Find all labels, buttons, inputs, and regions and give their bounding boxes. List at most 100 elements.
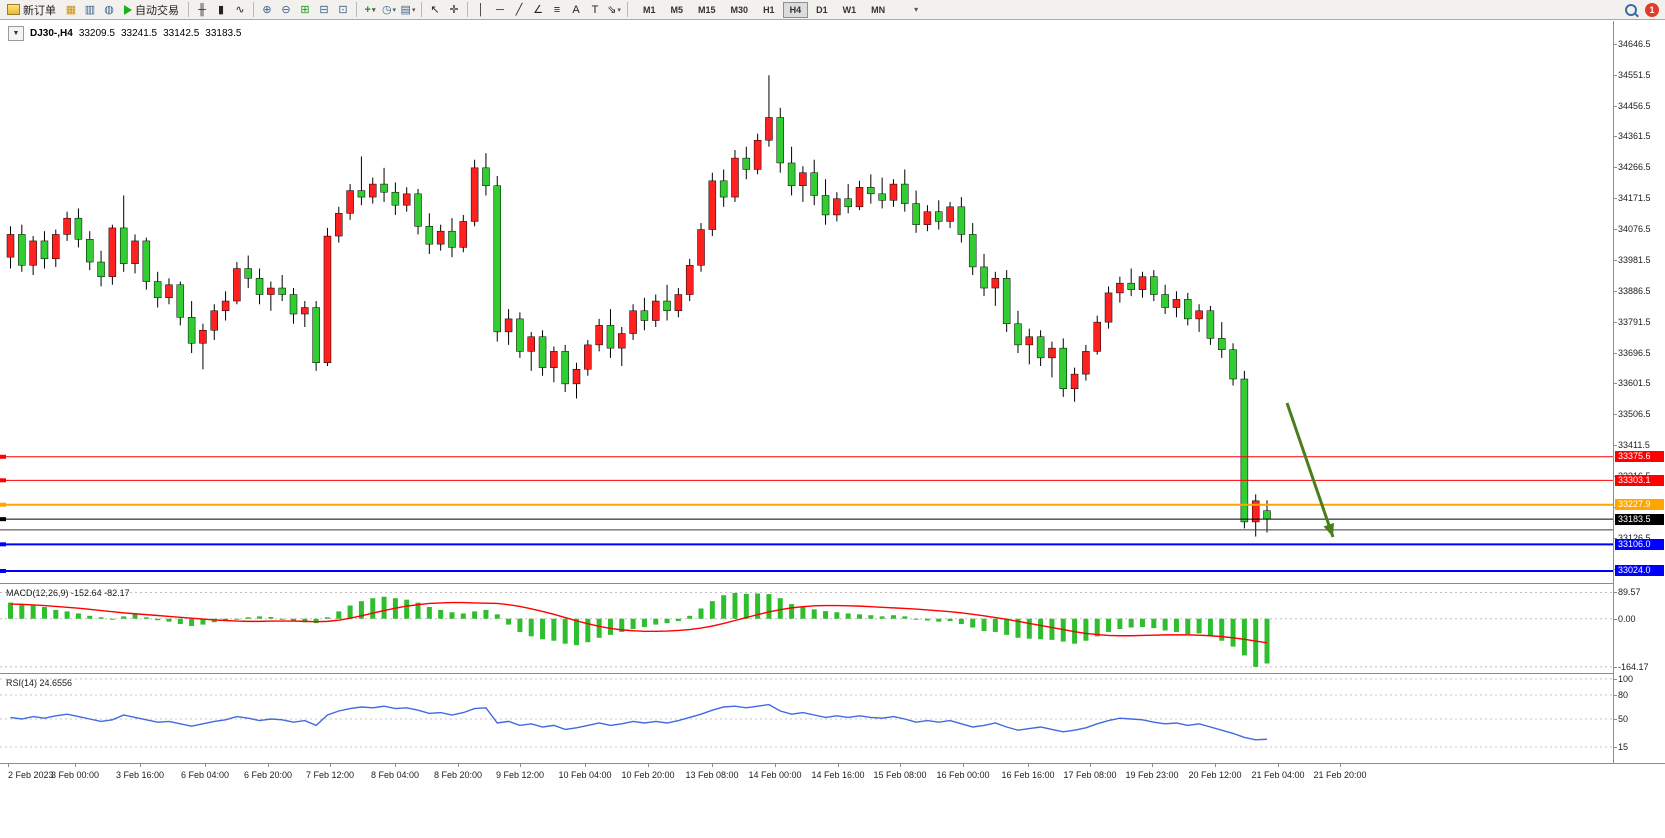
pane-divider-rsi[interactable]: [0, 673, 1665, 674]
candle: [844, 198, 852, 208]
line-left-handle[interactable]: [0, 454, 6, 459]
search-icon[interactable]: [1622, 2, 1640, 18]
candle: [1104, 292, 1113, 323]
toolbar-separator: [188, 2, 189, 17]
indicators-icon[interactable]: + ▾: [364, 3, 376, 16]
candle: [380, 183, 388, 193]
channel-icon[interactable]: ∠: [533, 4, 543, 16]
toolbar: 新订单 ▦ ▥ ◍ 自动交易 ╫ ▮ ∿ ⊕ ⊖ ⊞ ⊟ ⊡ + ▾ ◷ ▾ ▤ ▾ …: [0, 0, 1665, 20]
one-click-trading-toggle[interactable]: ▼: [8, 26, 24, 41]
templates-icon[interactable]: ▤ ▾: [400, 4, 416, 16]
candle: [640, 310, 649, 321]
macd-histogram-bar: [155, 618, 161, 621]
notification-badge[interactable]: 1: [1645, 2, 1659, 17]
macd-histogram-bar: [1140, 618, 1145, 627]
vertical-line-icon[interactable]: │: [477, 3, 485, 16]
candle: [629, 310, 637, 334]
macd-histogram-bar: [732, 592, 738, 619]
new-chart-icon[interactable]: ▦: [65, 4, 77, 16]
line-left-handle[interactable]: [0, 502, 6, 507]
rsi-axis-label: 50: [1618, 714, 1629, 724]
profiles-icon[interactable]: ▥: [84, 4, 96, 16]
timeframe-button-w1[interactable]: W1: [842, 4, 857, 15]
candle: [493, 185, 502, 333]
candle: [233, 268, 241, 302]
time-label: 21 Feb 04:00: [1251, 770, 1305, 780]
dock-chart-icon[interactable]: ⊡: [338, 4, 348, 16]
macd-histogram-bar: [970, 618, 976, 628]
macd-histogram-bar: [313, 618, 319, 624]
text-label-icon[interactable]: T: [591, 3, 599, 16]
macd-histogram-bar: [404, 599, 410, 619]
arrows-icon[interactable]: ⇘ ▾: [607, 4, 621, 16]
rsi-axis-label: 80: [1618, 690, 1629, 700]
bars-icon[interactable]: ╫: [198, 3, 206, 16]
line-left-handle[interactable]: [0, 568, 6, 573]
candle: [187, 317, 196, 344]
zoom-out-icon[interactable]: ⊖: [281, 4, 291, 16]
candle: [278, 287, 286, 295]
candle: [63, 217, 71, 235]
macd-histogram-bar: [370, 598, 376, 619]
candle: [176, 284, 185, 318]
candle: [255, 278, 264, 295]
autotrading-button[interactable]: 自动交易: [119, 0, 184, 20]
line-left-handle[interactable]: [0, 478, 6, 483]
text-icon[interactable]: A: [572, 3, 580, 16]
macd-histogram-bar: [1106, 618, 1112, 632]
price-chart-canvas[interactable]: [0, 21, 1613, 583]
pane-divider-macd[interactable]: [0, 583, 1665, 584]
chart-window: ▼ DJ30-,H4 33209.5 33241.5 33142.5 33183…: [0, 21, 1665, 838]
crosshair-icon[interactable]: ✛: [449, 4, 459, 16]
tile-windows-icon[interactable]: ⊞: [300, 4, 310, 16]
macd-histogram-bar: [1083, 618, 1089, 641]
timeframe-button-h1[interactable]: H1: [763, 4, 775, 15]
line-left-handle[interactable]: [0, 517, 6, 522]
candle: [414, 193, 422, 227]
macd-histogram-bar: [189, 618, 195, 627]
timeframe-button-m1[interactable]: M1: [643, 4, 656, 15]
candle: [1059, 347, 1068, 389]
candle: [29, 240, 37, 266]
time-axis[interactable]: 2 Feb 2023 3 Feb 00:00 3 Feb 16:00 6 Feb 04…: [0, 763, 1665, 792]
timeframe-button-mn[interactable]: MN: [871, 4, 886, 15]
timeframe-button-m30[interactable]: M30: [730, 4, 749, 15]
horizontal-line-icon[interactable]: ─: [496, 3, 504, 16]
candle: [1172, 299, 1181, 308]
price-axis[interactable]: 34646.5 34551.5 34456.5 34361.5 34266.5 34171…: [1613, 21, 1665, 790]
macd-histogram-bar: [19, 604, 25, 619]
line-left-handle[interactable]: [0, 542, 6, 547]
line-chart-icon[interactable]: ∿: [235, 4, 245, 16]
rsi-canvas[interactable]: [0, 675, 1613, 763]
candle: [968, 234, 977, 268]
candlesticks-icon[interactable]: ▮: [217, 4, 225, 16]
toolbar-separator: [356, 2, 357, 17]
fibonacci-icon[interactable]: ≡: [553, 3, 561, 16]
macd-canvas[interactable]: [0, 585, 1613, 673]
macd-histogram-bar: [426, 607, 432, 619]
cursor-icon[interactable]: ↖: [430, 4, 440, 16]
candle: [267, 287, 275, 295]
trendline-icon[interactable]: ╱: [515, 4, 523, 16]
timeframe-button-h4[interactable]: H4: [782, 1, 809, 18]
periods-icon[interactable]: ◷ ▾: [381, 4, 397, 16]
time-label: 19 Feb 23:00: [1125, 770, 1179, 780]
toolbar-overflow-chevron[interactable]: ▾: [914, 5, 919, 14]
arrow-annotation[interactable]: [1285, 402, 1335, 538]
candle: [1263, 510, 1271, 520]
auto-arrange-icon[interactable]: ⊟: [319, 4, 329, 16]
macd-histogram-bar: [811, 609, 817, 619]
candle: [131, 240, 139, 264]
timeframe-button-m15[interactable]: M15: [698, 4, 716, 15]
timeframe-button-m5[interactable]: M5: [670, 4, 684, 15]
price-badge-33303.1: 33303.1: [1615, 474, 1664, 486]
timeframe-button-d1[interactable]: D1: [816, 4, 828, 15]
chart-symbol-period: DJ30-,H4: [30, 28, 73, 39]
new-order-button[interactable]: 新订单: [2, 0, 61, 20]
candle: [606, 325, 615, 349]
data-window-icon[interactable]: ◍: [104, 4, 114, 16]
price-tick: 33886.5: [1618, 285, 1651, 296]
zoom-in-icon[interactable]: ⊕: [262, 4, 272, 16]
candle: [436, 230, 445, 245]
macd-histogram-bar: [1049, 618, 1055, 640]
